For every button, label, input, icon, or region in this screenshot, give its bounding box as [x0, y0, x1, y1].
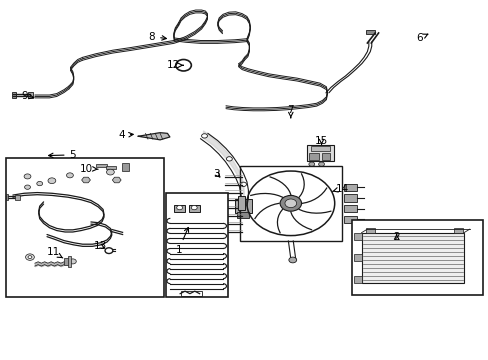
Bar	[321, 153, 330, 159]
Circle shape	[69, 259, 76, 264]
Circle shape	[308, 162, 314, 166]
Text: 1: 1	[175, 228, 188, 255]
Text: 2: 2	[392, 232, 399, 242]
Bar	[351, 220, 483, 296]
Circle shape	[191, 206, 197, 210]
Circle shape	[280, 195, 301, 211]
Text: 10: 10	[80, 163, 98, 174]
Bar	[12, 93, 16, 98]
Text: 9: 9	[22, 91, 34, 101]
Bar	[105, 166, 116, 169]
Circle shape	[285, 199, 296, 208]
Bar	[174, 205, 184, 212]
Circle shape	[66, 173, 73, 178]
Bar	[344, 184, 356, 191]
Bar	[239, 166, 341, 241]
Polygon shape	[81, 177, 90, 183]
Bar	[181, 291, 201, 296]
Bar	[237, 212, 249, 218]
Circle shape	[176, 206, 182, 210]
Bar	[15, 195, 20, 200]
Text: 4: 4	[118, 130, 133, 140]
Circle shape	[240, 206, 246, 211]
Circle shape	[240, 182, 246, 186]
Bar	[96, 164, 106, 167]
Bar	[353, 233, 361, 240]
Text: 3: 3	[213, 168, 220, 179]
Bar	[64, 258, 69, 265]
Bar	[366, 228, 374, 233]
Circle shape	[106, 169, 114, 175]
Bar	[344, 194, 356, 202]
Bar	[361, 233, 463, 283]
Bar	[68, 256, 71, 267]
Bar	[309, 153, 319, 159]
Bar	[27, 92, 33, 98]
Circle shape	[318, 162, 324, 166]
Bar	[122, 163, 129, 171]
Circle shape	[226, 157, 232, 161]
Circle shape	[288, 257, 296, 263]
Circle shape	[37, 181, 42, 186]
Circle shape	[25, 254, 34, 260]
Text: 7: 7	[287, 105, 294, 118]
Circle shape	[48, 178, 56, 184]
Bar	[306, 145, 333, 161]
Text: 11: 11	[47, 247, 62, 258]
Circle shape	[201, 134, 207, 138]
Circle shape	[24, 185, 30, 189]
Bar	[366, 30, 374, 34]
Polygon shape	[138, 133, 169, 140]
Text: 12: 12	[167, 60, 183, 70]
Text: 14: 14	[332, 184, 348, 194]
Bar	[238, 196, 244, 211]
Bar	[234, 199, 251, 213]
Text: 5: 5	[48, 150, 76, 160]
Bar	[353, 276, 361, 283]
Bar	[344, 216, 356, 223]
Polygon shape	[112, 177, 121, 183]
Bar	[310, 146, 330, 150]
Circle shape	[24, 174, 31, 179]
Bar	[453, 228, 462, 233]
Text: 8: 8	[148, 32, 166, 41]
Bar	[5, 194, 8, 201]
Text: 13: 13	[94, 241, 107, 251]
Circle shape	[28, 256, 32, 258]
Bar	[165, 193, 227, 297]
Text: 6: 6	[415, 33, 427, 43]
Bar	[5, 158, 163, 297]
Bar	[344, 205, 356, 212]
Text: 15: 15	[314, 136, 327, 146]
Bar	[353, 254, 361, 261]
Bar	[188, 205, 199, 212]
